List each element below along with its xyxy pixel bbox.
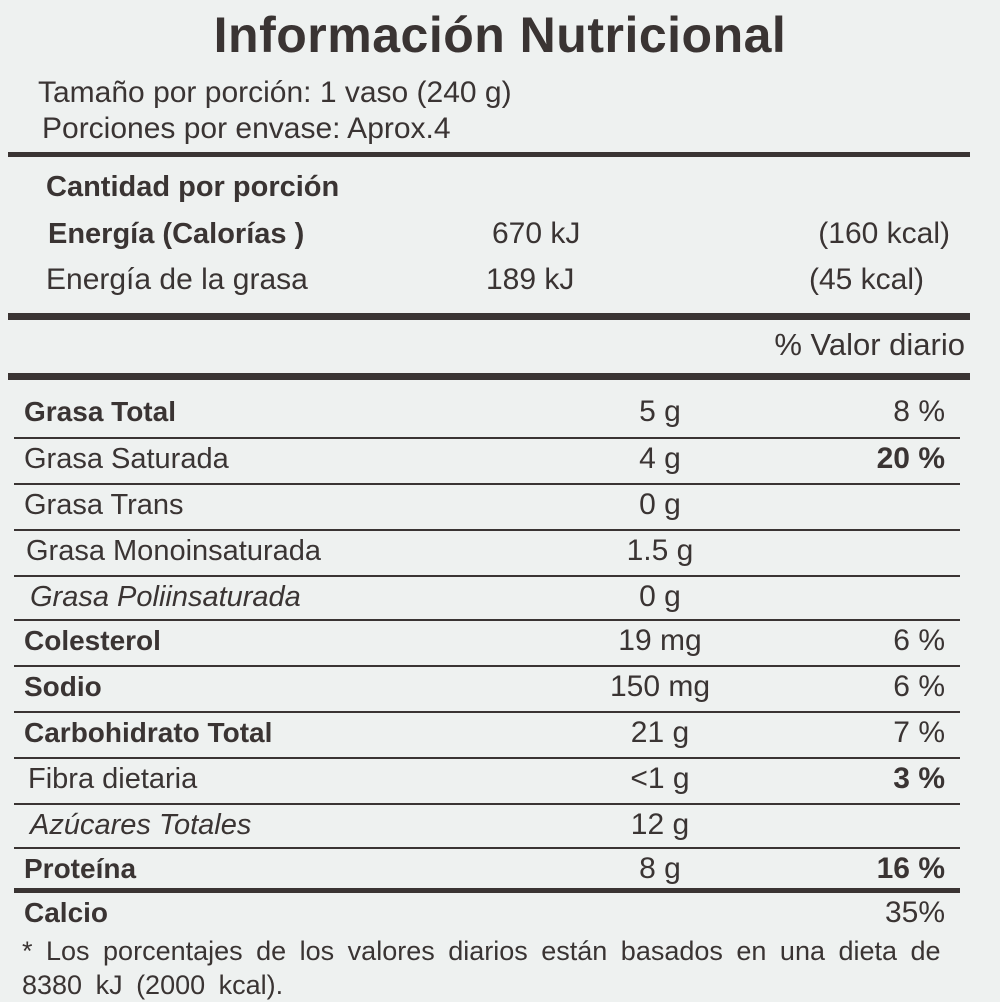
nutrient-daily-value: 16 % [876,852,945,885]
nutrient-name: Sodio [24,671,102,702]
nutrient-amount: 150 mg [609,670,711,703]
nutrient-amount: 21 g [630,716,690,749]
nutrient-daily-value: 8 % [893,395,945,428]
footnote: * Los porcentajes de los valores diarios… [22,936,941,1000]
nutrient-name: Colesterol [24,625,161,656]
row-divider [14,803,960,805]
nutrient-amount: 8 g [639,852,681,885]
nutrient-amount: <1 g [630,762,690,795]
row-divider [14,483,960,485]
row-divider [14,757,960,759]
row-divider [14,847,960,849]
nutrient-name: Grasa Total [24,396,176,427]
divider [8,152,970,157]
energy-kcal: (160 kcal) [818,217,950,250]
nutrient-amount: 19 mg [618,624,702,657]
nutrient-name: Azúcares Totales [30,809,252,841]
divider [8,373,970,380]
energy-label: Energía (Calorías ) [48,218,305,250]
row-divider [14,665,960,667]
row-divider [14,619,960,621]
nutrient-name: Carbohidrato Total [24,717,273,748]
nutrient-amount: 0 g [639,488,681,521]
nutrient-daily-value: 7 % [893,716,945,749]
energy-fat-kj: 189 kJ [486,263,575,296]
serving-size: Tamaño por porción: 1 vaso (240 g) [38,76,512,109]
nutrient-name: Fibra dietaria [28,763,198,795]
nutrient-amount: 0 g [639,580,681,613]
nutrient-daily-value: 6 % [893,624,945,657]
nutrient-daily-value: 20 % [876,442,945,475]
energy-fat-kcal: (45 kcal) [808,263,924,296]
nutrient-name: Calcio [24,897,109,928]
nutrient-amount: 1.5 g [626,534,694,567]
nutrient-name: Proteína [24,853,137,884]
daily-value-header: % Valor diario [774,327,965,362]
nutrient-name: Grasa Trans [24,489,184,521]
label-title: Información Nutricional [213,7,787,63]
nutrient-daily-value: 6 % [893,670,945,703]
nutrient-name: Grasa Saturada [24,443,229,475]
amount-per-serving: Cantidad por porción [46,171,340,203]
row-divider [14,888,960,893]
energy-fat-label: Energía de la grasa [46,263,308,296]
nutrient-name: Grasa Poliinsaturada [30,581,301,613]
row-divider [14,437,960,439]
energy-kj: 670 kJ [492,217,581,250]
servings-per-container: Porciones por envase: Aprox.4 [42,112,451,145]
nutrient-amount: 12 g [630,808,690,841]
row-divider [14,575,960,577]
nutrient-amount: 5 g [639,395,681,428]
row-divider [14,711,960,713]
nutrient-name: Grasa Monoinsaturada [26,535,321,567]
row-divider [14,529,960,531]
nutrient-daily-value: 3 % [893,762,945,795]
divider [8,313,970,320]
nutrient-amount: 4 g [639,442,681,475]
nutrient-daily-value: 35% [884,896,945,929]
